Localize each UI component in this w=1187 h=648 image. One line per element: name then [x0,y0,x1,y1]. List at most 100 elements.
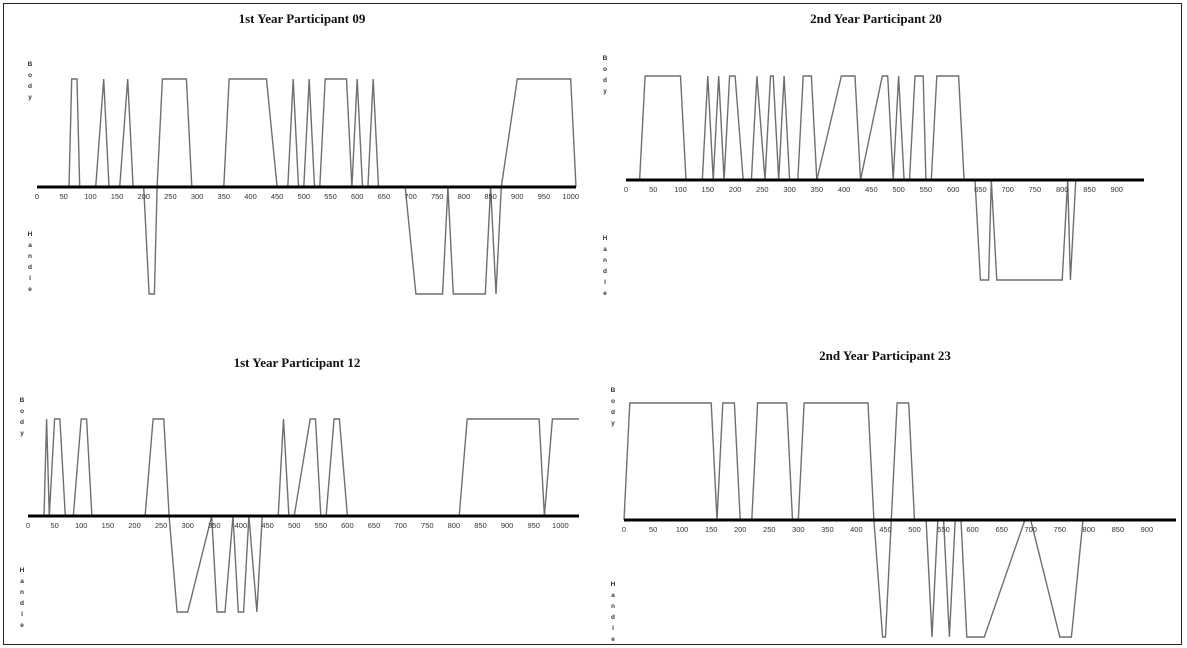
chart-svg-p09: 1st Year Participant 09 0 50 100 150 200 250 30… [28,11,579,295]
x-tick-label: 300 [181,521,194,530]
x-tick-label: 650 [995,525,1008,534]
chart-svg-p20: 2nd Year Participant 20 0 50 100 150 200 250 30… [603,11,1144,297]
chart-panel-p23: 2nd Year Participant 23 0 50 100 150 200 250 30… [596,326,1181,646]
x-tick-label: 450 [879,525,892,534]
x-tick-label: 550 [324,192,337,201]
x-tick-label: 500 [908,525,921,534]
x-tick-label: 250 [763,525,776,534]
x-tick-label: 600 [341,521,354,530]
x-tick-label: 550 [315,521,328,530]
x-tick-label: 500 [298,192,311,201]
x-tick-label: 200 [729,185,742,194]
x-tick-label: 50 [649,185,657,194]
chart-title-p23: 2nd Year Participant 23 [819,348,951,363]
x-tick-label: 50 [50,521,58,530]
x-tick-label: 350 [208,521,221,530]
x-tick-label: 300 [783,185,796,194]
x-tick-label: 700 [1024,525,1037,534]
x-tick-label: 750 [1029,185,1042,194]
x-tick-label: 550 [920,185,933,194]
x-tick-label: 1000 [562,192,579,201]
x-tick-label: 650 [974,185,987,194]
series-line-p09 [37,78,577,295]
x-tick-label: 50 [649,525,657,534]
x-tick-label: 600 [947,185,960,194]
figure-frame: 1st Year Participant 09 0 50 100 150 200 250 30… [3,3,1182,645]
x-tick-label: 400 [850,525,863,534]
x-tick-label: 0 [26,521,30,530]
x-tick-label: 450 [865,185,878,194]
x-tick-label: 800 [448,521,461,530]
x-tick-label: 600 [966,525,979,534]
x-tick-label: 150 [702,185,715,194]
x-tick-label: 850 [1083,185,1096,194]
x-tick-label: 200 [137,192,150,201]
x-tick-label: 700 [1001,185,1014,194]
x-tick-label: 700 [394,521,407,530]
chart-title-p20: 2nd Year Participant 20 [810,11,942,26]
x-tick-label: 250 [164,192,177,201]
x-tick-label: 300 [792,525,805,534]
x-tick-label: 450 [261,521,274,530]
x-tick-label: 500 [288,521,301,530]
x-tick-label: 500 [892,185,905,194]
x-tick-label: 350 [821,525,834,534]
x-tick-label: 850 [474,521,487,530]
x-tick-label: 650 [378,192,391,201]
chart-panel-p12: 1st Year Participant 12 0 50 100 150 200 250 30… [4,326,589,646]
x-tick-label: 450 [271,192,284,201]
x-tick-label: 100 [674,185,687,194]
x-tick-label: 400 [838,185,851,194]
x-tick-label: 550 [937,525,950,534]
x-tick-label: 200 [128,521,141,530]
x-tick-label: 950 [538,192,551,201]
chart-svg-p23: 2nd Year Participant 23 0 50 100 150 200 250 30… [611,348,1176,643]
chart-panel-p20: 2nd Year Participant 20 0 50 100 150 200 250 30… [596,4,1181,324]
x-tick-label: 650 [368,521,381,530]
x-tick-label: 150 [705,525,718,534]
x-tick-label: 250 [155,521,168,530]
x-tick-label: 150 [102,521,115,530]
x-tick-label: 750 [431,192,444,201]
x-tick-label: 400 [244,192,257,201]
x-tick-label: 0 [624,185,628,194]
x-tick-label: 350 [811,185,824,194]
x-tick-label: 150 [111,192,124,201]
chart-title-p09: 1st Year Participant 09 [239,11,366,26]
chart-panel-p09: 1st Year Participant 09 0 50 100 150 200 250 30… [4,4,589,324]
x-tick-label: 900 [1110,185,1123,194]
x-tick-label: 400 [235,521,248,530]
x-tick-label: 800 [1083,525,1096,534]
series-line-p20 [626,75,1077,281]
x-tick-label: 200 [734,525,747,534]
x-tick-label: 350 [218,192,231,201]
x-tick-label: 100 [84,192,97,201]
x-tick-label: 250 [756,185,769,194]
series-line-p12 [28,418,579,613]
x-tick-label: 0 [35,192,39,201]
x-tick-label: 100 [75,521,88,530]
x-tick-label: 100 [676,525,689,534]
x-tick-label: 300 [191,192,204,201]
x-tick-label: 900 [501,521,514,530]
x-tick-label: 900 [511,192,524,201]
chart-svg-p12: 1st Year Participant 12 0 50 100 150 200 250 30… [20,355,579,629]
x-tick-label: 800 [1056,185,1069,194]
x-tick-label: 950 [527,521,540,530]
x-tick-label: 850 [1112,525,1125,534]
x-tick-label: 900 [1141,525,1154,534]
chart-title-p12: 1st Year Participant 12 [234,355,361,370]
x-tick-label: 750 [1054,525,1067,534]
x-tick-label: 50 [60,192,68,201]
x-tick-label: 800 [458,192,471,201]
x-tick-label: 600 [351,192,364,201]
x-tick-label: 1000 [552,521,569,530]
